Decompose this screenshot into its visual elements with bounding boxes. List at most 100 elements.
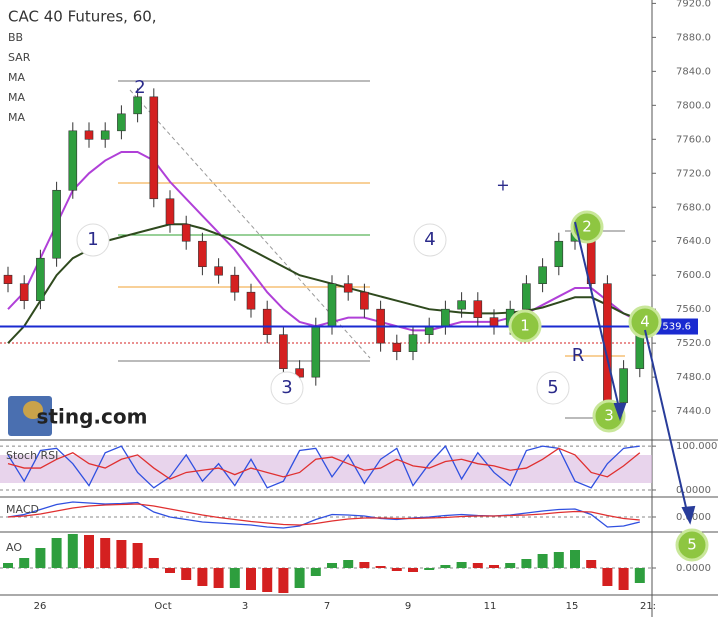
candle-body	[52, 189, 61, 259]
y-tick-label: 7640.0	[676, 236, 711, 247]
stoch-band	[0, 455, 652, 483]
annotation: 4	[424, 229, 435, 250]
candle-body	[619, 368, 628, 403]
ao-bar	[618, 568, 629, 590]
ao-bar	[343, 560, 354, 568]
x-tick-label: 11	[484, 601, 497, 612]
indicator-line	[7, 445, 640, 489]
ao-bar	[359, 562, 370, 568]
annotation: 4	[640, 313, 650, 331]
annotation: 2	[134, 77, 145, 98]
ao-bar	[181, 568, 192, 580]
annotation-circle	[675, 528, 709, 562]
ao-bar	[553, 552, 564, 568]
ao-bar	[570, 550, 580, 568]
annotation-circle	[270, 371, 304, 405]
x-tick-label: 9	[405, 601, 411, 612]
y-tick-label: 7760.0	[676, 134, 711, 145]
panel-label: Stoch RSI	[6, 449, 58, 462]
candle-body	[295, 368, 304, 378]
ao-bar	[634, 568, 645, 583]
y-tick-label: 0.0000	[676, 485, 711, 496]
y-tick-label: 100.0000	[676, 441, 718, 452]
watermark-text: sting.com	[37, 405, 148, 429]
y-tick-label: 7680.0	[676, 202, 711, 213]
annotation-circle	[628, 305, 662, 339]
candle-body	[246, 291, 256, 310]
candle-body	[149, 96, 159, 200]
ao-bar	[229, 568, 240, 588]
ao-bar	[489, 565, 499, 568]
candle-body	[165, 198, 175, 225]
annotation-circle	[570, 210, 604, 244]
ao-bar	[213, 568, 224, 588]
y-tick-label: 7560.0	[676, 304, 711, 315]
x-tick-label: 26	[34, 601, 47, 612]
candle-body	[327, 283, 337, 327]
ao-bar	[262, 568, 273, 592]
annotation-circle	[413, 223, 447, 257]
x-tick-label: 21:	[640, 601, 656, 612]
candle-body	[392, 342, 402, 352]
x-tick-label: Oct	[154, 601, 171, 612]
y-tick-label: 7800.0	[676, 100, 711, 111]
ao-bar	[35, 548, 46, 568]
ao-bar	[278, 568, 289, 593]
candle-body	[473, 300, 483, 318]
y-tick-label: 7480.0	[676, 372, 711, 383]
candle-body	[457, 300, 466, 310]
candle-body	[522, 283, 531, 310]
annotation: 1	[520, 317, 530, 335]
indicator-line	[7, 501, 640, 529]
candle-body	[441, 308, 450, 327]
candle-body	[262, 308, 272, 335]
indicator-label: SAR	[8, 51, 31, 64]
annotation: 3	[604, 407, 614, 425]
candle-body	[489, 317, 499, 327]
ao-bar	[51, 538, 62, 568]
candle-body	[198, 240, 207, 268]
y-tick-label: 7600.0	[676, 270, 711, 281]
y-tick-label: 0.0000	[676, 563, 711, 574]
candle-body	[68, 130, 78, 191]
annotation: 3	[281, 377, 292, 398]
ao-bar	[408, 568, 418, 572]
candle-body	[214, 266, 223, 276]
ao-bar	[586, 560, 597, 568]
candle-body	[84, 130, 94, 140]
panel-label: MACD	[6, 503, 39, 516]
candle-body	[19, 283, 29, 301]
y-tick-label: 7520.0	[676, 338, 711, 349]
annotation: 2	[582, 218, 592, 236]
ao-bar	[67, 534, 78, 568]
candle-body	[100, 130, 110, 140]
candle-body	[181, 223, 191, 242]
indicator-line	[7, 503, 640, 526]
ao-bar	[19, 558, 30, 568]
candle-body	[343, 283, 353, 293]
ao-bar	[132, 543, 143, 568]
panel-label: AO	[6, 541, 22, 554]
ao-bar	[197, 568, 208, 586]
ao-bar	[456, 562, 467, 568]
annotation: 5	[687, 536, 697, 554]
annotation-circle	[76, 223, 110, 257]
candle-body	[279, 334, 288, 369]
y-tick-label: 7920.0	[676, 0, 711, 9]
last-price-label: 7539.6	[656, 322, 691, 333]
x-tick-label: 15	[566, 601, 579, 612]
ao-bar	[602, 568, 613, 586]
ao-bar	[505, 563, 516, 568]
indicator-label: MA	[8, 91, 25, 104]
y-tick-label: 0.0000	[676, 512, 711, 523]
ao-bar	[148, 558, 159, 568]
candle-body	[3, 274, 13, 285]
candle-body	[554, 240, 564, 268]
chart-title: CAC 40 Futures, 60,	[8, 8, 157, 26]
candle-body	[538, 266, 547, 285]
ao-bar	[246, 568, 256, 590]
indicator-label: BB	[8, 31, 23, 44]
candle-body	[360, 291, 369, 310]
